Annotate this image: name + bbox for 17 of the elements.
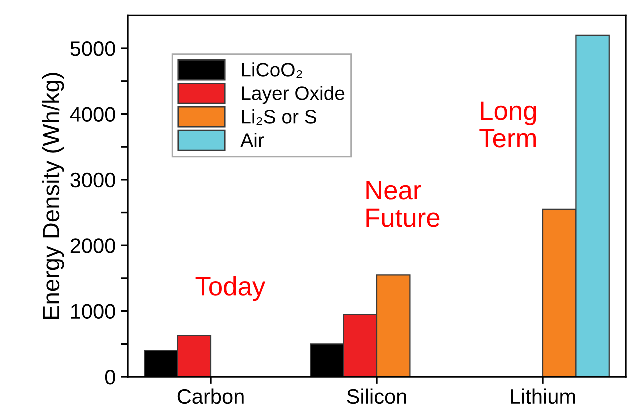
x-tick-label: Carbon bbox=[178, 388, 244, 404]
annotation: Long Term bbox=[480, 102, 536, 148]
y-axis-title: Energy Density (Wh/kg) bbox=[42, 73, 64, 320]
y-tick-label: 1000 bbox=[71, 304, 116, 320]
legend-label: Layer Oxide bbox=[242, 86, 345, 104]
legend-label: Air bbox=[240, 133, 264, 148]
y-tick-label: 3000 bbox=[70, 172, 116, 188]
annotation: Near Future bbox=[366, 181, 440, 228]
y-tick-label: 4000 bbox=[70, 107, 116, 122]
y-tick-label: 0 bbox=[105, 370, 116, 385]
x-tick-label: Lithium bbox=[511, 388, 576, 404]
y-tick-label: 5000 bbox=[70, 42, 116, 56]
annotation: Today bbox=[196, 276, 266, 302]
x-tick-label: Silicon bbox=[347, 388, 406, 404]
legend-label: LiCoO₂ bbox=[242, 62, 302, 78]
y-tick-label: 2000 bbox=[70, 238, 116, 254]
legend-label: Li₂S or S bbox=[242, 110, 316, 126]
